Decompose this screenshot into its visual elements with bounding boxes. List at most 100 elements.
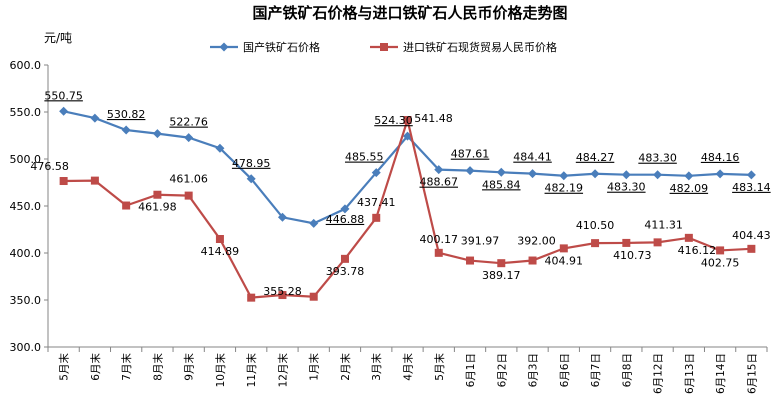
data-point	[621, 170, 631, 180]
data-point	[277, 212, 287, 222]
data-label: 355.28	[263, 285, 302, 298]
data-label: 446.88	[326, 213, 365, 226]
data-point	[371, 168, 381, 178]
data-label: 485.84	[482, 178, 521, 191]
data-label: 476.58	[30, 160, 69, 173]
data-label: 483.30	[607, 181, 646, 194]
data-point	[590, 169, 600, 179]
data-label: 541.48	[414, 112, 453, 125]
data-point	[247, 293, 256, 302]
data-point	[309, 292, 318, 301]
legend: 国产铁矿石价格 进口铁矿石现货贸易人民币价格	[210, 40, 557, 54]
x-tick-label: 8月末	[151, 353, 164, 381]
data-label: 530.82	[107, 108, 146, 121]
data-point	[653, 238, 662, 247]
data-point	[497, 259, 506, 268]
data-label: 485.55	[345, 151, 384, 164]
data-point	[684, 233, 693, 242]
legend-item: 进口铁矿石现货贸易人民币价格	[370, 40, 557, 54]
x-tick-label: 6月13日	[684, 353, 696, 394]
data-label: 416.12	[678, 244, 717, 257]
legend-marker	[219, 42, 229, 52]
data-point	[215, 235, 224, 244]
data-label: 392.00	[517, 235, 556, 248]
y-tick-label: 600.0	[10, 59, 42, 72]
x-tick-label: 10月末	[214, 353, 227, 388]
data-point	[152, 129, 162, 139]
x-tick-label: 12月末	[276, 353, 289, 388]
y-axis-unit-label: 元/吨	[44, 31, 72, 45]
data-label: 550.75	[44, 89, 83, 102]
x-tick-label: 6月1日	[465, 353, 477, 387]
data-point	[747, 244, 756, 253]
data-point	[372, 213, 381, 222]
data-label: 478.95	[232, 157, 271, 170]
axes: 300.0 350.0 400.0 450.0 500.0 550.0 600.0 5月末 6月…	[10, 59, 768, 394]
data-label: 400.17	[420, 233, 459, 246]
x-tick-label: 6月6日	[559, 353, 571, 387]
data-label: 522.76	[169, 116, 208, 129]
data-label: 410.73	[613, 249, 652, 262]
data-point	[653, 170, 663, 180]
series-layer	[59, 106, 756, 302]
data-label: 484.27	[576, 151, 615, 164]
x-tick-label: 6月12日	[653, 353, 665, 394]
x-tick-label: 2月末	[339, 353, 352, 381]
data-point	[403, 116, 412, 125]
data-label: 482.19	[545, 182, 584, 195]
x-tick-label: 5月末	[58, 353, 71, 381]
data-point	[434, 165, 444, 175]
data-point	[184, 191, 193, 200]
x-tick-label: 7月末	[120, 353, 133, 381]
data-label: 404.91	[545, 254, 584, 267]
legend-marker	[380, 43, 388, 51]
data-point	[340, 204, 350, 214]
data-point	[466, 256, 475, 265]
data-label: 484.41	[513, 151, 552, 164]
data-label: 414.89	[201, 245, 240, 258]
x-tick-label: 6月末	[89, 353, 102, 381]
data-label: 461.98	[138, 201, 177, 214]
x-tick-label: 6月7日	[590, 353, 602, 387]
series-imported-ore	[59, 115, 756, 302]
data-point	[684, 171, 694, 181]
legend-label: 国产铁矿石价格	[243, 40, 320, 54]
y-tick-label: 400.0	[10, 247, 42, 260]
x-tick-label: 6月3日	[528, 353, 540, 387]
x-tick-label: 6月2日	[496, 353, 508, 387]
data-point	[246, 174, 256, 184]
data-point	[434, 248, 443, 257]
data-point	[528, 256, 537, 265]
data-point	[90, 113, 100, 123]
data-point	[184, 133, 194, 143]
data-point	[59, 106, 69, 116]
x-tick-label: 4月末	[402, 353, 415, 381]
data-point	[496, 167, 506, 177]
data-label: 483.30	[638, 152, 677, 165]
data-point	[622, 238, 631, 247]
data-label: 391.97	[461, 235, 500, 248]
data-label: 482.09	[670, 182, 709, 195]
data-point	[90, 176, 99, 185]
data-label: 488.67	[420, 176, 459, 189]
data-point	[559, 171, 569, 181]
data-point	[715, 169, 725, 179]
data-point	[746, 170, 756, 180]
x-tick-label: 1月末	[308, 353, 321, 381]
legend-label: 进口铁矿石现货贸易人民币价格	[403, 40, 557, 54]
x-tick-label: 9月末	[183, 353, 196, 381]
x-tick-label: 5月末	[433, 353, 446, 381]
data-label: 389.17	[482, 269, 521, 282]
data-label: 484.16	[701, 151, 740, 164]
y-tick-label: 300.0	[10, 341, 42, 354]
data-point	[465, 166, 475, 176]
data-label: 402.75	[701, 256, 740, 269]
series-domestic-ore	[59, 106, 756, 228]
legend-item: 国产铁矿石价格	[210, 40, 320, 54]
data-point	[340, 254, 349, 263]
data-point	[278, 291, 287, 300]
data-label: 410.50	[576, 219, 615, 232]
data-point	[309, 218, 319, 228]
y-tick-label: 450.0	[10, 200, 42, 213]
